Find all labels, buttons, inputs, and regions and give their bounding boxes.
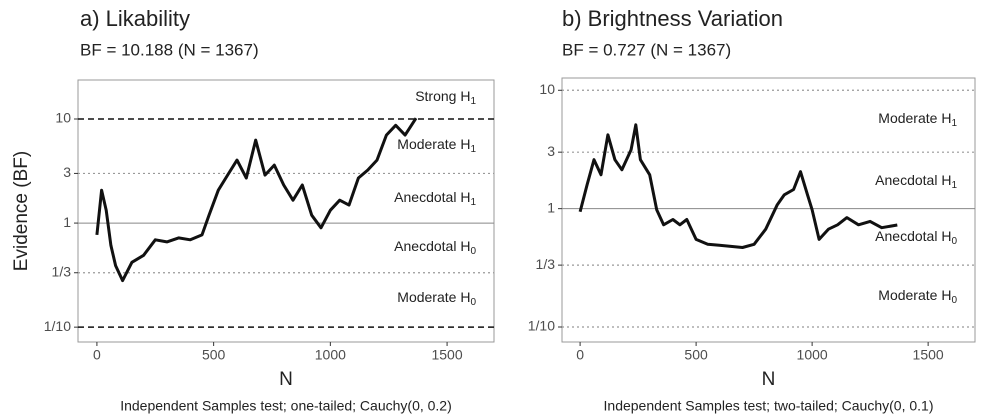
- region-label-text: Anecdotal H: [875, 172, 951, 188]
- region-label: Strong H1: [415, 88, 476, 107]
- region-label: Moderate H0: [878, 287, 957, 306]
- panel-subtitle: BF = 10.188 (N = 1367): [80, 40, 259, 59]
- region-label-text: Moderate H: [878, 287, 951, 303]
- region-label-text: Anecdotal H: [875, 228, 951, 244]
- y-axis-title: Evidence (BF): [11, 151, 32, 271]
- x-tick-label: 500: [684, 347, 708, 363]
- region-label: Anecdotal H1: [394, 189, 476, 208]
- y-tick-label: 1: [63, 214, 71, 230]
- region-label-text: Moderate H: [397, 289, 470, 305]
- x-tick-label: 0: [576, 347, 584, 363]
- region-label-subscript: 1: [470, 144, 476, 155]
- region-label-subscript: 0: [470, 246, 476, 257]
- region-label-subscript: 0: [951, 236, 957, 247]
- region-label: Anecdotal H1: [875, 172, 957, 191]
- region-label: Anecdotal H0: [394, 238, 476, 257]
- y-tick-label: 1/3: [536, 256, 556, 272]
- panel-title: a) Likability: [80, 6, 190, 31]
- region-label-subscript: 1: [951, 180, 957, 191]
- caption: Independent Samples test; two-tailed; Ca…: [604, 398, 934, 414]
- y-tick-label: 1/10: [528, 318, 555, 334]
- region-label-subscript: 0: [951, 295, 957, 306]
- region-label-text: Strong H: [415, 88, 470, 104]
- region-label-subscript: 1: [470, 96, 476, 107]
- x-tick-label: 500: [202, 347, 226, 363]
- region-label-text: Moderate H: [397, 136, 470, 152]
- bf-line: [578, 123, 898, 249]
- x-tick-label: 1000: [315, 347, 346, 363]
- region-label: Moderate H1: [878, 110, 957, 129]
- region-label-subscript: 0: [470, 297, 476, 308]
- region-label: Anecdotal H0: [875, 228, 957, 247]
- panel-title: b) Brightness Variation: [562, 6, 783, 31]
- region-label-text: Anecdotal H: [394, 189, 470, 205]
- y-tick-label: 3: [547, 143, 555, 159]
- x-tick-label: 1000: [797, 347, 828, 363]
- x-tick-label: 0: [93, 347, 101, 363]
- x-axis-title: N: [279, 369, 293, 390]
- x-tick-label: 1500: [913, 347, 944, 363]
- caption: Independent Samples test; one-tailed; Ca…: [120, 398, 452, 414]
- x-axis-title: N: [762, 369, 776, 390]
- region-label: Moderate H1: [397, 136, 476, 155]
- region-label-text: Moderate H: [878, 110, 951, 126]
- region-label-subscript: 1: [951, 118, 957, 129]
- plot-border: [561, 77, 976, 343]
- y-tick-label: 3: [63, 164, 71, 180]
- y-tick-label: 10: [55, 110, 71, 126]
- x-tick-label: 1500: [431, 347, 462, 363]
- region-label-subscript: 1: [470, 197, 476, 208]
- plot-border: [77, 79, 495, 343]
- y-tick-label: 1: [547, 199, 555, 215]
- y-tick-label: 10: [539, 81, 555, 97]
- region-label-text: Anecdotal H: [394, 238, 470, 254]
- bf-line: [95, 117, 418, 283]
- y-tick-label: 1/10: [44, 318, 71, 334]
- region-label: Moderate H0: [397, 289, 476, 308]
- panel-subtitle: BF = 0.727 (N = 1367): [562, 40, 731, 59]
- y-tick-label: 1/3: [52, 263, 72, 279]
